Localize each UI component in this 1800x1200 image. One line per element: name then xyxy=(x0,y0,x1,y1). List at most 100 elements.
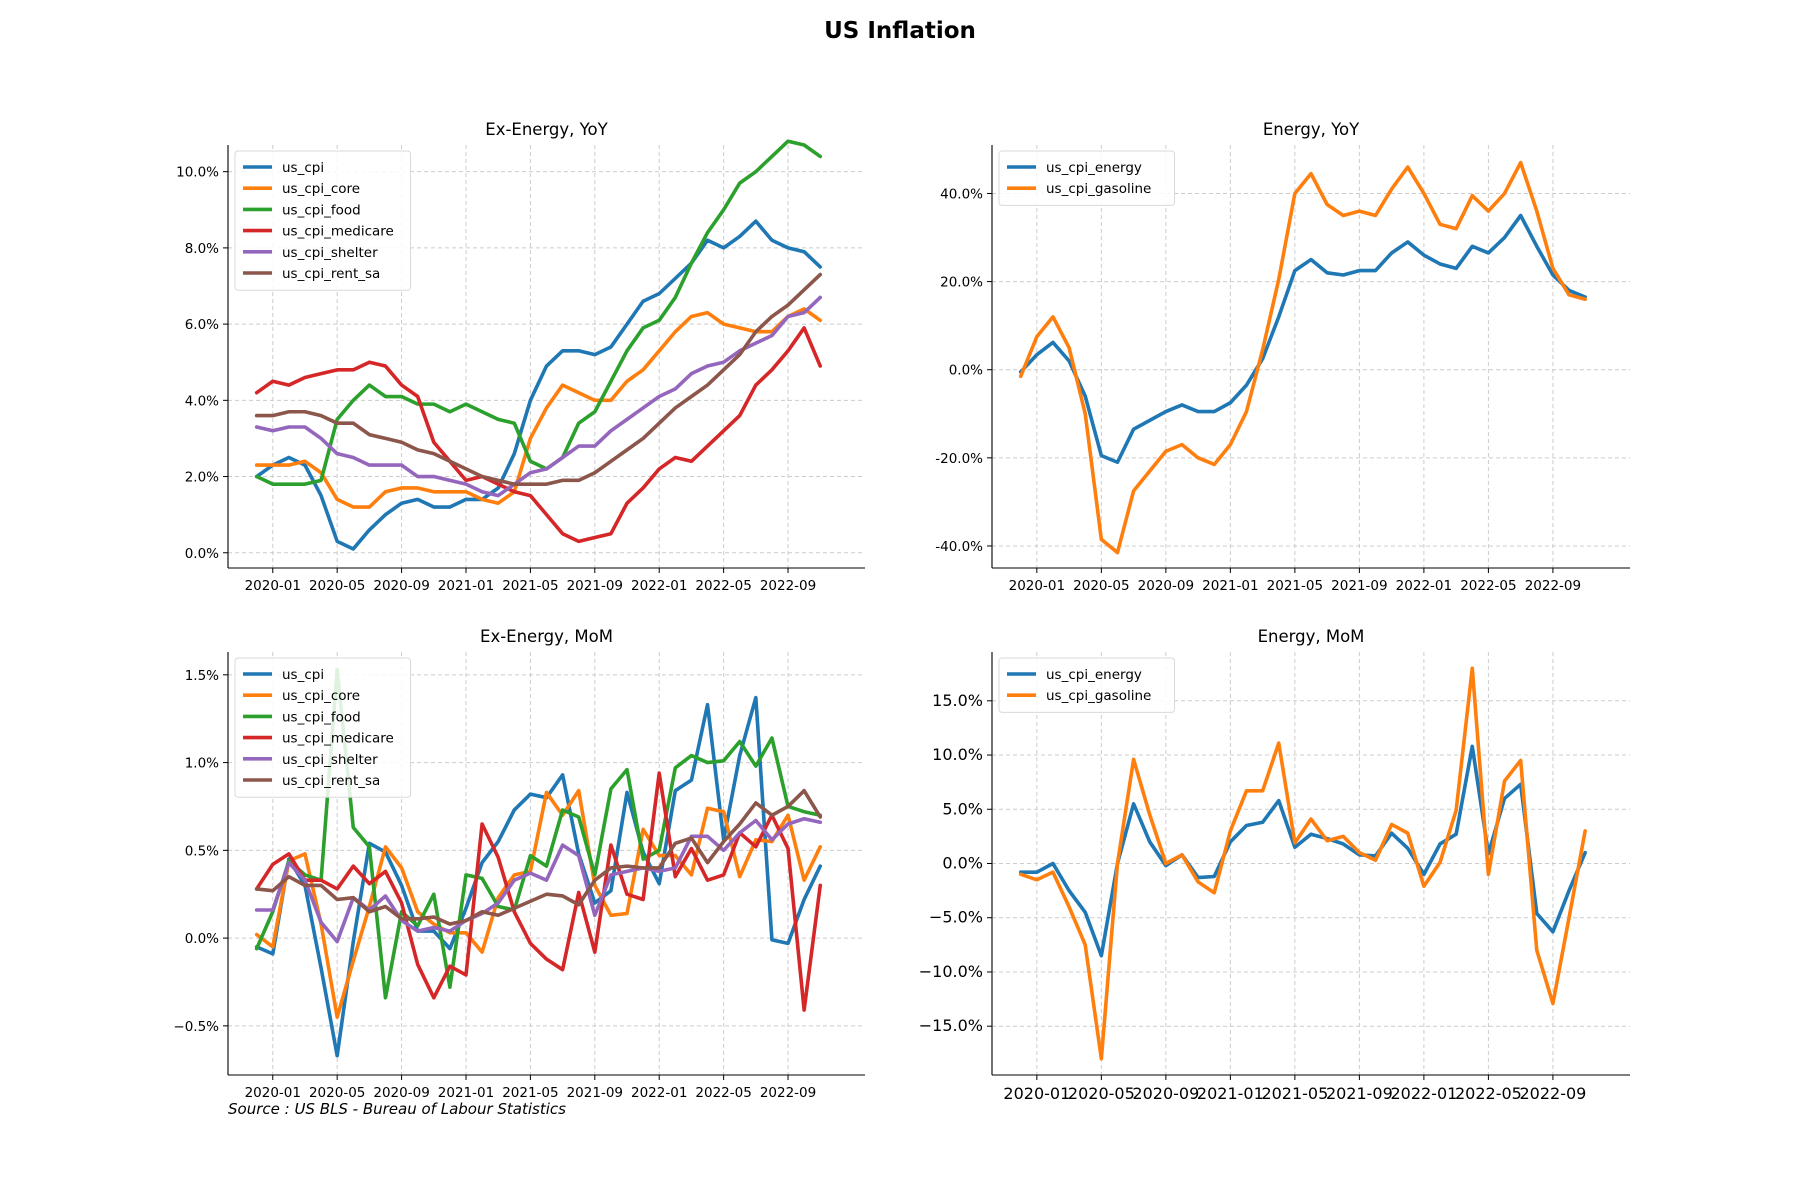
legend-label-us_cpi_medicare: us_cpi_medicare xyxy=(282,731,394,747)
y-tick-label: 40.0% xyxy=(940,186,983,202)
y-tick-label: 10.0% xyxy=(176,165,219,181)
legend-label-us_cpi_core: us_cpi_core xyxy=(282,688,360,704)
x-tick-label: 2020-01 xyxy=(1009,578,1065,594)
series-line-us_cpi_medicare xyxy=(254,771,823,1012)
y-tick-label: 0.0% xyxy=(185,931,219,947)
x-tick-label: 2021-05 xyxy=(502,1085,558,1101)
chart-title: Ex-Energy, MoM xyxy=(480,627,613,646)
source-note: Source : US BLS - Bureau of Labour Stati… xyxy=(228,1100,566,1118)
y-tick-label: −10.0% xyxy=(919,962,983,981)
y-tick-label: −5.0% xyxy=(929,908,983,927)
y-tick-label: 15.0% xyxy=(932,691,983,710)
x-tick-label: 2021-09 xyxy=(1326,1084,1393,1103)
series-line-us_cpi_medicare xyxy=(254,326,823,544)
legend-label-us_cpi_food: us_cpi_food xyxy=(282,202,361,218)
series-lines xyxy=(1018,160,1587,555)
legend-label-us_cpi_gasoline: us_cpi_gasoline xyxy=(1046,688,1151,704)
series-line-us_cpi_gasoline xyxy=(1018,160,1587,555)
x-tick-label: 2022-01 xyxy=(631,578,687,594)
chart-title: Energy, MoM xyxy=(1258,627,1365,646)
tick-labels: 2020-01 2020-05 2020-09 2021-01 2021-05 2021-… xyxy=(935,186,1581,594)
x-tick-label: 2022-09 xyxy=(760,578,816,594)
legend-label-us_cpi_gasoline: us_cpi_gasoline xyxy=(1046,181,1151,197)
legend-label-us_cpi_rent_sa: us_cpi_rent_sa xyxy=(282,773,380,789)
y-tick-label: 8.0% xyxy=(185,241,219,257)
x-tick-label: 2020-01 xyxy=(245,1085,301,1101)
legend-label-us_cpi_energy: us_cpi_energy xyxy=(1046,160,1142,176)
x-tick-label: 2020-05 xyxy=(1068,1084,1135,1103)
x-tick-label: 2021-05 xyxy=(1267,578,1323,594)
legend: us_cpi us_cpi_core us_cpi_food us_cpi_medic… xyxy=(234,657,411,798)
x-tick-label: 2022-05 xyxy=(1460,578,1516,594)
y-tick-label: 5.0% xyxy=(942,799,983,818)
x-tick-label: 2022-09 xyxy=(1519,1084,1586,1103)
y-tick-label: 0.0% xyxy=(949,363,983,379)
x-tick-label: 2021-09 xyxy=(1331,578,1387,594)
y-tick-label: 0.0% xyxy=(942,854,983,873)
legend-label-us_cpi_shelter: us_cpi_shelter xyxy=(282,752,378,768)
legend-box xyxy=(234,150,411,291)
series-line-us_cpi_food xyxy=(254,139,823,486)
y-tick-label: 2.0% xyxy=(185,470,219,486)
x-tick-label: 2021-01 xyxy=(438,578,494,594)
series-line-us_cpi_rent_sa xyxy=(254,272,823,486)
legend-label-us_cpi_food: us_cpi_food xyxy=(282,709,361,725)
y-tick-label: 20.0% xyxy=(940,275,983,291)
x-tick-label: 2021-09 xyxy=(567,1085,623,1101)
x-tick-label: 2021-01 xyxy=(438,1085,494,1101)
series-lines xyxy=(254,139,823,551)
series-line-us_cpi_energy xyxy=(1018,213,1587,465)
y-tick-label: −15.0% xyxy=(919,1016,983,1035)
series-lines xyxy=(1018,666,1587,1061)
gridlines xyxy=(992,652,1630,1075)
x-tick-label: 2020-09 xyxy=(1138,578,1194,594)
legend: us_cpi us_cpi_core us_cpi_food us_cpi_medic… xyxy=(234,150,411,291)
x-tick-label: 2022-09 xyxy=(1525,578,1581,594)
x-tick-label: 2021-01 xyxy=(1202,578,1258,594)
gridlines xyxy=(992,145,1630,568)
x-tick-label: 2021-01 xyxy=(1197,1084,1264,1103)
legend-box xyxy=(998,657,1175,713)
x-tick-label: 2022-09 xyxy=(760,1085,816,1101)
x-tick-label: 2022-05 xyxy=(695,1085,751,1101)
legend-label-us_cpi: us_cpi xyxy=(282,160,324,176)
series-line-us_cpi_gasoline xyxy=(1018,666,1587,1061)
y-tick-label: 0.0% xyxy=(185,546,219,562)
series-line-us_cpi_energy xyxy=(1018,744,1587,958)
series-line-us_cpi_core xyxy=(254,307,823,509)
x-tick-label: 2020-05 xyxy=(309,1085,365,1101)
series-lines xyxy=(254,667,823,1058)
y-tick-label: 1.0% xyxy=(185,756,219,772)
x-tick-label: 2020-09 xyxy=(373,578,429,594)
chart-title: Energy, YoY xyxy=(1263,120,1360,139)
series-line-us_cpi_shelter xyxy=(254,816,823,944)
x-tick-label: 2020-09 xyxy=(1132,1084,1199,1103)
y-tick-label: 4.0% xyxy=(185,393,219,409)
series-line-us_cpi_rent_sa xyxy=(254,788,823,926)
legend-label-us_cpi_energy: us_cpi_energy xyxy=(1046,667,1142,683)
chart-title: Ex-Energy, YoY xyxy=(485,120,608,139)
x-tick-label: 2020-01 xyxy=(1003,1084,1070,1103)
y-tick-label: 1.5% xyxy=(185,668,219,684)
legend-box xyxy=(234,657,411,798)
y-tick-label: −0.5% xyxy=(173,1019,219,1035)
legend-label-us_cpi_shelter: us_cpi_shelter xyxy=(282,245,378,261)
y-tick-label: -40.0% xyxy=(935,539,983,555)
y-tick-label: 0.5% xyxy=(185,843,219,859)
tick-labels: 2020-012020-052020-092021-012021-052021-… xyxy=(919,691,1587,1103)
x-tick-label: 2020-05 xyxy=(1073,578,1129,594)
x-tick-label: 2022-01 xyxy=(1390,1084,1457,1103)
x-tick-label: 2021-05 xyxy=(502,578,558,594)
legend: us_cpi_energy us_cpi_gasoline xyxy=(998,150,1175,206)
x-tick-label: 2022-05 xyxy=(695,578,751,594)
figure-title: US Inflation xyxy=(824,18,976,44)
legend: us_cpi_energy us_cpi_gasoline xyxy=(998,657,1175,713)
legend-label-us_cpi_medicare: us_cpi_medicare xyxy=(282,224,394,240)
series-line-us_cpi_shelter xyxy=(254,295,823,498)
